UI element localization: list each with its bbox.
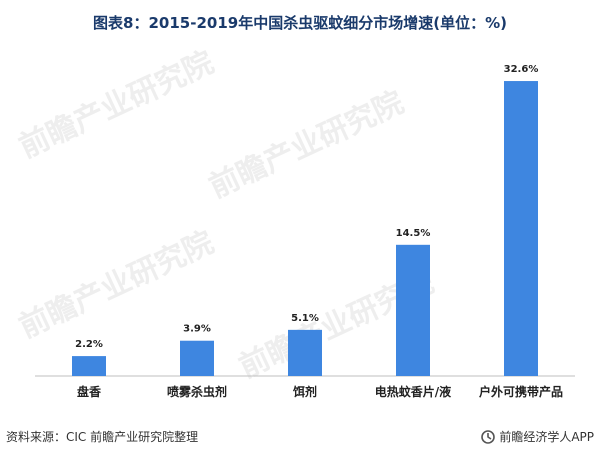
- brand-logo-icon: [481, 429, 496, 444]
- category-label: 饵剂: [292, 384, 317, 399]
- chart-title: 图表8：2015-2019年中国杀虫驱蚊细分市场增速(单位：%): [93, 14, 507, 32]
- bars-group: [72, 81, 538, 377]
- bar: [180, 340, 214, 376]
- category-labels-group: 盘香 喷雾杀虫剂 饵剂 电热蚊香片/液 户外可携带产品: [77, 384, 563, 399]
- value-label: 3.9%: [183, 324, 211, 335]
- value-label: 14.5%: [396, 228, 431, 239]
- bar: [504, 81, 538, 377]
- bar: [396, 244, 430, 376]
- category-label: 电热蚊香片/液: [375, 384, 451, 399]
- bar: [72, 356, 106, 376]
- category-label: 喷雾杀虫剂: [167, 384, 227, 399]
- category-label: 户外可携带产品: [479, 384, 563, 399]
- source-note: 资料来源：CIC 前瞻产业研究院整理: [6, 430, 199, 444]
- brand-credit: 前瞻经济学人APP: [481, 428, 594, 445]
- value-labels-group: 2.2% 3.9% 5.1% 14.5% 32.6%: [75, 64, 538, 350]
- bar: [288, 329, 322, 376]
- brand-name: 前瞻经济学人APP: [499, 430, 594, 444]
- value-label: 5.1%: [291, 313, 319, 324]
- value-label: 32.6%: [504, 64, 539, 75]
- value-label: 2.2%: [75, 339, 103, 350]
- category-label: 盘香: [77, 384, 101, 399]
